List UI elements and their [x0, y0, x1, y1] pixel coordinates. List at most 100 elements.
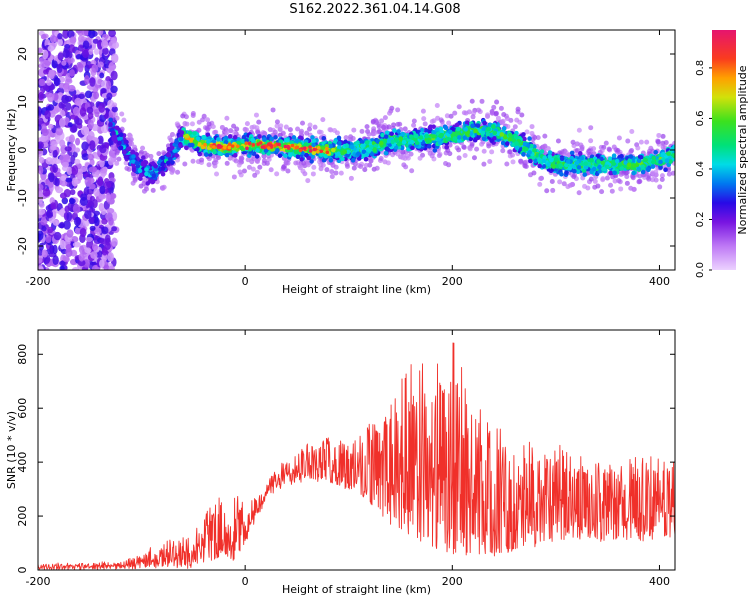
- heatmap-cell: [495, 115, 501, 121]
- heatmap-cell: [631, 170, 636, 176]
- heatmap-cell: [418, 135, 424, 140]
- heatmap-cell: [343, 139, 348, 145]
- heatmap-cell: [70, 235, 79, 243]
- heatmap-cell: [227, 134, 233, 139]
- heatmap-cell: [262, 137, 267, 142]
- heatmap-cell: [184, 133, 190, 139]
- heatmap-cell: [175, 169, 181, 175]
- heatmap-cell: [93, 48, 100, 55]
- heatmap-cell: [368, 145, 374, 150]
- heatmap-cell: [214, 171, 220, 177]
- heatmap-cell: [86, 199, 93, 208]
- heatmap-cell: [612, 178, 618, 184]
- heatmap-cell: [45, 157, 54, 165]
- heatmap-cell: [619, 154, 624, 159]
- heatmap-cell: [462, 135, 468, 140]
- heatmap-cell: [547, 154, 553, 159]
- heatmap-cell: [277, 153, 283, 158]
- heatmap-cell: [657, 184, 663, 190]
- heatmap-cell: [48, 172, 55, 183]
- heatmap-cell: [210, 124, 216, 130]
- heatmap-cell: [233, 158, 239, 164]
- heatmap-cell: [41, 49, 49, 60]
- heatmap-cell: [413, 133, 419, 139]
- heatmap-cell: [426, 144, 432, 149]
- heatmap-cell: [360, 143, 365, 149]
- heatmap-cell: [616, 178, 622, 184]
- heatmap-cell: [123, 160, 129, 166]
- heatmap-cell: [445, 136, 451, 142]
- heatmap-cell: [333, 170, 339, 176]
- heatmap-cell: [57, 52, 64, 61]
- heatmap-cell: [90, 251, 98, 259]
- heatmap-cell: [499, 132, 505, 137]
- heatmap-cell: [87, 153, 95, 161]
- heatmap-cell: [145, 181, 151, 186]
- heatmap-cell: [329, 174, 335, 180]
- heatmap-cell: [363, 156, 369, 162]
- heatmap-cell: [140, 162, 146, 167]
- heatmap-cell: [318, 129, 324, 135]
- heatmap-cell: [588, 125, 594, 131]
- heatmap-cell: [651, 155, 657, 161]
- heatmap-cell: [69, 189, 76, 196]
- heatmap-cell: [618, 171, 624, 177]
- heatmap-cell: [160, 171, 166, 177]
- y-tick-label: -10: [16, 189, 29, 207]
- heatmap-cell: [658, 165, 663, 170]
- heatmap-cell: [629, 147, 635, 153]
- heatmap-cell: [94, 216, 100, 227]
- heatmap-cell: [474, 146, 480, 152]
- heatmap-cell: [485, 131, 491, 137]
- heatmap-cell: [646, 176, 652, 182]
- heatmap-cell: [402, 126, 408, 132]
- heatmap-cell: [591, 166, 597, 172]
- heatmap-cell: [504, 116, 510, 122]
- heatmap-cell: [327, 127, 333, 133]
- heatmap-cell: [63, 220, 71, 230]
- heatmap-cell: [189, 121, 195, 127]
- heatmap-cell: [246, 164, 252, 170]
- heatmap-cell: [206, 138, 211, 144]
- heatmap-cell: [481, 136, 487, 142]
- heatmap-cell: [518, 158, 524, 164]
- heatmap-cell: [64, 205, 70, 213]
- heatmap-cell: [217, 150, 222, 156]
- heatmap-cell: [452, 110, 458, 116]
- heatmap-cell: [61, 94, 69, 104]
- heatmap-cell: [54, 177, 60, 187]
- heatmap-cell: [537, 181, 543, 187]
- heatmap-cell: [61, 197, 69, 205]
- heatmap-cell: [321, 135, 327, 141]
- heatmap-cell: [71, 165, 79, 176]
- heatmap-cell: [130, 149, 136, 155]
- heatmap-cell: [71, 177, 79, 187]
- heatmap-cell: [205, 117, 211, 123]
- heatmap-cell: [287, 127, 293, 133]
- heatmap-cell: [546, 162, 551, 167]
- heatmap-cell: [88, 30, 96, 39]
- heatmap-cell: [111, 130, 116, 136]
- heatmap-cell: [239, 145, 245, 151]
- heatmap-cell: [244, 141, 249, 145]
- heatmap-cell: [293, 160, 299, 166]
- heatmap-cell: [452, 136, 458, 141]
- heatmap-cell: [334, 130, 340, 136]
- heatmap-cell: [107, 99, 115, 110]
- heatmap-cell: [473, 128, 478, 134]
- heatmap-cell: [555, 138, 561, 144]
- heatmap-cell: [456, 138, 462, 143]
- heatmap-cell: [78, 252, 85, 262]
- heatmap-cell: [99, 238, 107, 245]
- heatmap-cell: [89, 77, 96, 87]
- heatmap-cell: [224, 129, 230, 135]
- heatmap-cell: [338, 170, 344, 176]
- heatmap-cell: [612, 170, 617, 176]
- heatmap-cell: [250, 166, 256, 172]
- heatmap-cell: [344, 161, 350, 167]
- heatmap-cell: [70, 154, 76, 165]
- heatmap-cell: [660, 144, 666, 150]
- heatmap-cell: [184, 121, 190, 127]
- heatmap-cell: [61, 161, 70, 168]
- heatmap-cell: [395, 107, 401, 113]
